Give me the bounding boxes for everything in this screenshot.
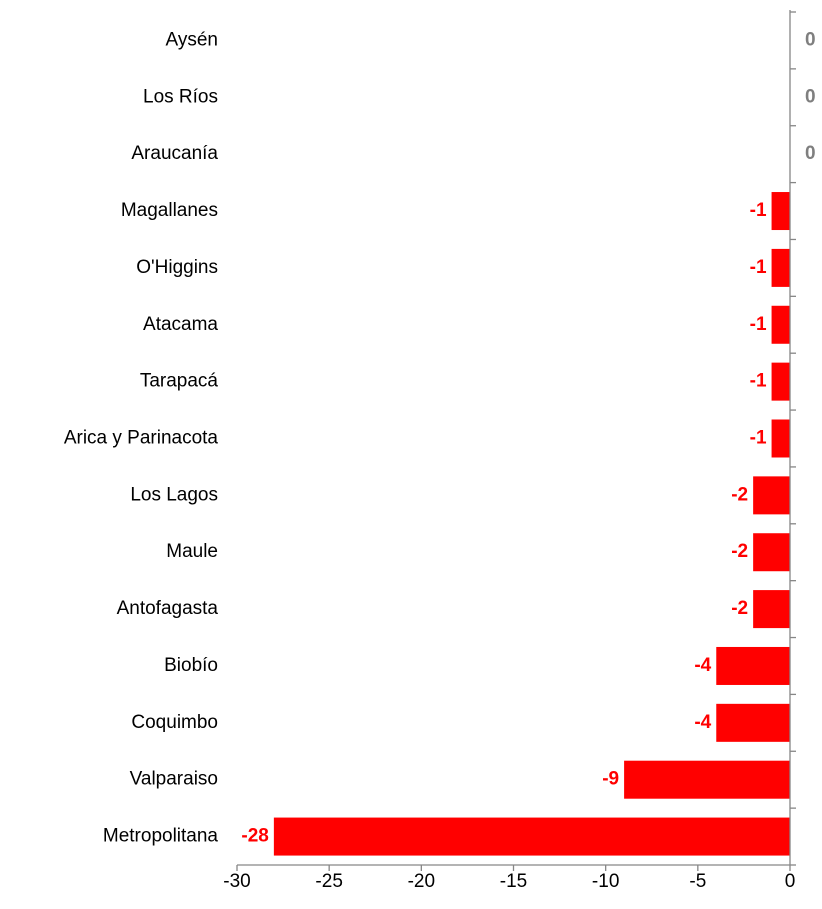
data-label: -1 (750, 371, 767, 392)
bar (753, 590, 790, 629)
y-tick-label: Metropolitana (103, 826, 219, 847)
data-label: -1 (750, 257, 767, 278)
y-tick-label: Magallanes (121, 200, 218, 221)
bar (716, 703, 790, 742)
data-label: -1 (750, 200, 767, 221)
data-label: -1 (750, 314, 767, 335)
bar (771, 305, 790, 344)
y-tick-label: Araucanía (131, 143, 218, 164)
bar (624, 760, 790, 799)
y-tick-label: Arica y Parinacota (64, 428, 219, 449)
y-tick-label: Valparaiso (130, 769, 218, 790)
y-tick-label: Maule (166, 541, 218, 562)
x-tick-label: -15 (500, 871, 527, 892)
y-tick-label: Aysén (166, 29, 218, 50)
bar (771, 362, 790, 401)
x-tick-label: -10 (592, 871, 619, 892)
y-tick-label: Los Lagos (130, 484, 218, 505)
y-tick-label: Atacama (143, 314, 218, 335)
data-label: -2 (731, 541, 748, 562)
bar (753, 476, 790, 515)
x-tick-label: -20 (408, 871, 435, 892)
x-tick-label: -25 (315, 871, 342, 892)
bar (771, 419, 790, 458)
y-tick-label: O'Higgins (136, 257, 218, 278)
data-label: -9 (602, 769, 619, 790)
data-label: 0 (805, 86, 816, 107)
y-tick-label: Coquimbo (131, 712, 218, 733)
y-tick-label: Tarapacá (140, 371, 219, 392)
data-label: -4 (694, 655, 711, 676)
bar (753, 533, 790, 572)
bar (716, 646, 790, 685)
y-tick-label: Los Ríos (143, 86, 218, 107)
x-tick-label: 0 (785, 871, 796, 892)
data-label: 0 (805, 143, 816, 164)
bar (771, 248, 790, 287)
x-tick-label: -30 (223, 871, 250, 892)
y-tick-label: Biobío (164, 655, 218, 676)
data-label: -28 (241, 826, 268, 847)
bar (273, 817, 790, 856)
y-tick-label: Antofagasta (117, 598, 219, 619)
data-label: -2 (731, 484, 748, 505)
data-label: 0 (805, 29, 816, 50)
data-label: -4 (694, 712, 711, 733)
data-label: -1 (750, 428, 767, 449)
data-label: -2 (731, 598, 748, 619)
bar (771, 192, 790, 231)
x-tick-label: -5 (689, 871, 706, 892)
